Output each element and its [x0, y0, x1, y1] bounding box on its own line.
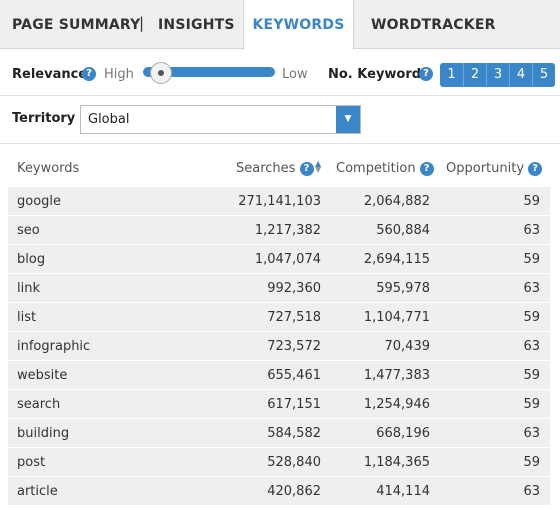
num-keywords-help-icon[interactable]: ?	[419, 67, 433, 81]
competition-cell: 2,694,115	[363, 252, 430, 267]
opportunity-cell: 63	[523, 339, 540, 354]
relevance-slider[interactable]	[143, 67, 275, 77]
competition-cell: 414,114	[376, 484, 430, 499]
table-row[interactable]: infographic 723,572 70,439 63	[8, 332, 550, 361]
opportunity-cell: 63	[523, 223, 540, 238]
page-buttons: 1 2 3 4 5	[440, 63, 555, 87]
keyword-cell: link	[17, 281, 40, 296]
searches-cell: 420,862	[267, 484, 321, 499]
page-button-3[interactable]: 3	[486, 63, 509, 87]
page-button-4[interactable]: 4	[509, 63, 532, 87]
keyword-cell: website	[17, 368, 68, 383]
tab-separator: |	[139, 14, 145, 32]
table-row[interactable]: website 655,461 1,477,383 59	[8, 361, 550, 390]
chevron-down-icon[interactable]: ▼	[336, 106, 360, 133]
keyword-cell: building	[17, 426, 70, 441]
searches-help-icon[interactable]: ?	[299, 161, 314, 176]
keyword-cell: infographic	[17, 339, 91, 354]
competition-cell: 595,978	[376, 281, 430, 296]
competition-help-icon[interactable]: ?	[419, 161, 434, 176]
competition-cell: 1,184,365	[363, 455, 430, 470]
competition-cell: 1,104,771	[363, 310, 430, 325]
sort-up-icon: ▲	[315, 159, 322, 168]
keyword-cell: search	[17, 397, 61, 412]
filter-row: Relevance ? High Low No. Keywords ? 1 2 …	[0, 62, 560, 88]
num-keywords-label: No. Keywords	[328, 67, 429, 82]
keywords-table: google 271,141,103 2,064,882 59 seo 1,21…	[8, 187, 550, 506]
tab-insights[interactable]: INSIGHTS	[158, 16, 235, 33]
territory-select[interactable]: Global ▼	[80, 105, 361, 134]
table-row[interactable]: link 992,360 595,978 63	[8, 274, 550, 303]
searches-cell: 584,582	[267, 426, 321, 441]
keyword-cell: google	[17, 194, 62, 209]
keyword-cell: article	[17, 484, 58, 499]
competition-cell: 70,439	[384, 339, 431, 354]
competition-cell: 1,254,946	[363, 397, 430, 412]
opportunity-help-icon[interactable]: ?	[528, 161, 543, 176]
opportunity-cell: 59	[523, 310, 540, 325]
relevance-label: Relevance	[12, 67, 88, 82]
competition-cell: 560,884	[376, 223, 430, 238]
sort-icon[interactable]: ▲ ▼	[315, 159, 322, 174]
table-row[interactable]: search 617,151 1,254,946 59	[8, 390, 550, 419]
page-button-5[interactable]: 5	[532, 63, 555, 87]
page-button-2[interactable]: 2	[463, 63, 486, 87]
table-header: Keywords Searches ? ▲ ▼ Competition ? Op…	[8, 155, 550, 185]
relevance-help-icon[interactable]: ?	[82, 67, 96, 81]
tab-page-summary[interactable]: PAGE SUMMARY	[12, 16, 141, 33]
table-row[interactable]: article 420,862 414,114 63	[8, 477, 550, 506]
tab-bar: PAGE SUMMARY | INSIGHTS KEYWORDS WORDTRA…	[0, 0, 560, 50]
keyword-cell: list	[17, 310, 37, 325]
tab-wordtracker[interactable]: WORDTRACKER	[371, 16, 496, 33]
searches-cell: 528,840	[267, 455, 321, 470]
table-row[interactable]: list 727,518 1,104,771 59	[8, 303, 550, 332]
searches-cell: 1,047,074	[254, 252, 321, 267]
table-row[interactable]: post 528,840 1,184,365 59	[8, 448, 550, 477]
searches-cell: 655,461	[267, 368, 321, 383]
opportunity-cell: 59	[523, 368, 540, 383]
opportunity-cell: 59	[523, 455, 540, 470]
keyword-cell: post	[17, 455, 46, 470]
competition-cell: 2,064,882	[363, 194, 430, 209]
table-row[interactable]: building 584,582 668,196 63	[8, 419, 550, 448]
searches-cell: 727,518	[267, 310, 321, 325]
searches-cell: 992,360	[267, 281, 321, 296]
searches-cell: 617,151	[267, 397, 321, 412]
keyword-cell: seo	[17, 223, 40, 238]
relevance-slider-handle[interactable]	[150, 62, 172, 84]
column-header-opportunity-label: Opportunity	[446, 161, 525, 176]
opportunity-cell: 63	[523, 484, 540, 499]
column-header-searches-label: Searches	[236, 161, 296, 176]
territory-label: Territory	[12, 111, 76, 126]
opportunity-cell: 59	[523, 397, 540, 412]
table-row[interactable]: google 271,141,103 2,064,882 59	[8, 187, 550, 216]
searches-cell: 1,217,382	[254, 223, 321, 238]
table-row[interactable]: blog 1,047,074 2,694,115 59	[8, 245, 550, 274]
tab-keywords[interactable]: KEYWORDS	[243, 0, 354, 50]
searches-cell: 723,572	[267, 339, 321, 354]
relevance-high-label: High	[104, 67, 134, 82]
column-header-searches[interactable]: Searches ?	[236, 161, 314, 176]
opportunity-cell: 59	[523, 252, 540, 267]
column-header-competition-label: Competition	[336, 161, 416, 176]
divider	[0, 95, 560, 96]
column-header-keywords[interactable]: Keywords	[17, 161, 80, 176]
divider	[0, 143, 560, 144]
sort-down-icon: ▼	[315, 165, 322, 174]
column-header-opportunity[interactable]: Opportunity ?	[446, 161, 543, 176]
territory-value: Global	[88, 112, 130, 127]
opportunity-cell: 63	[523, 426, 540, 441]
keyword-cell: blog	[17, 252, 46, 267]
table-row[interactable]: seo 1,217,382 560,884 63	[8, 216, 550, 245]
opportunity-cell: 59	[523, 194, 540, 209]
page-button-1[interactable]: 1	[440, 63, 463, 87]
competition-cell: 1,477,383	[363, 368, 430, 383]
relevance-low-label: Low	[282, 67, 308, 82]
opportunity-cell: 63	[523, 281, 540, 296]
column-header-competition[interactable]: Competition ?	[336, 161, 434, 176]
searches-cell: 271,141,103	[238, 194, 321, 209]
competition-cell: 668,196	[376, 426, 430, 441]
